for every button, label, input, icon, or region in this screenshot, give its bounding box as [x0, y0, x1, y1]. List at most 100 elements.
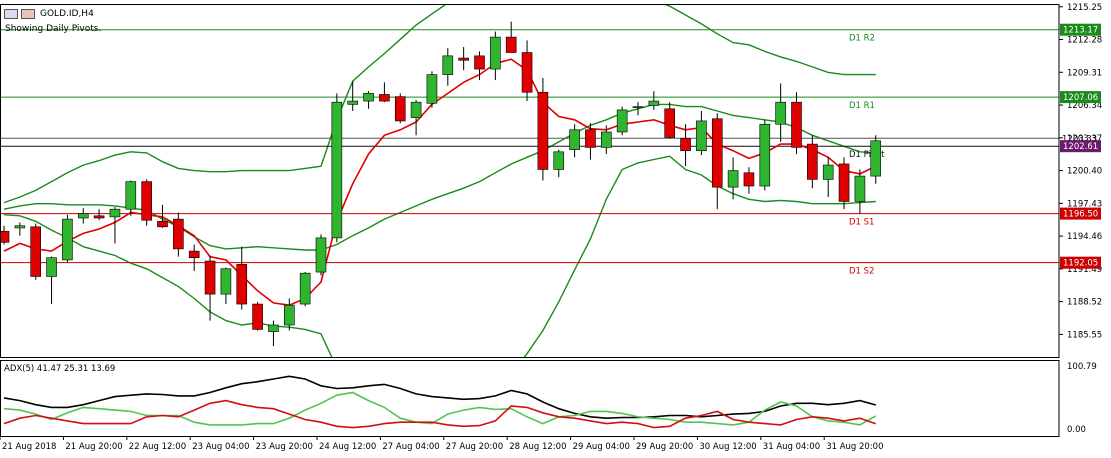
bull-candle [109, 208, 121, 218]
bear-candle [838, 163, 850, 202]
bull-candle [347, 100, 359, 105]
price-tick-label: 1197.43 [1067, 199, 1102, 209]
time-tick-label: 24 Aug 12:00 [319, 442, 376, 452]
d1-r1-value-label: 1207.06 [1063, 93, 1098, 103]
bull-candle [46, 257, 57, 277]
bear-candle [505, 36, 517, 53]
bull-candle [268, 324, 279, 332]
bull-candle [616, 109, 628, 133]
time-tick-label: 29 Aug 20:00 [636, 442, 693, 452]
time-tick-label: 31 Aug 20:00 [826, 442, 883, 452]
indicator-frame [0, 360, 1060, 437]
bear-candle [680, 138, 691, 152]
price-tick-label: 1191.49 [1067, 265, 1102, 275]
bull-candle [14, 225, 26, 229]
price-tick-label: 1215.25 [1067, 3, 1102, 13]
bear-candle [0, 230, 10, 243]
time-tick-label: 22 Aug 12:00 [129, 442, 186, 452]
time-tick-label: 27 Aug 20:00 [446, 442, 503, 452]
bull-candle [775, 101, 786, 125]
price-tick-label: 1203.37 [1067, 134, 1102, 144]
bear-candle [458, 57, 469, 61]
candles [0, 21, 882, 346]
d1-r1-label: D1 R1 [849, 101, 875, 111]
bar-mode-icon[interactable] [21, 9, 35, 19]
d1-pivot-label: D1 Pivot [849, 150, 885, 160]
bull-candle [870, 140, 882, 177]
d1-r2-value-box [1060, 23, 1101, 36]
bull-candle [125, 181, 137, 210]
bear-candle [30, 226, 42, 277]
adx-min-label: 0.00 [1067, 425, 1086, 435]
d1-s2-value-box [1060, 256, 1101, 269]
time-tick-label: 23 Aug 04:00 [192, 442, 249, 452]
bear-candle [394, 96, 406, 122]
main-panel-frame [0, 4, 1060, 437]
d1-r1-value-box [1060, 91, 1101, 104]
bear-candle [157, 221, 168, 228]
price-tick-label: 1206.34 [1067, 101, 1102, 111]
bull-candle [62, 218, 73, 261]
bull-candle [315, 237, 327, 273]
price-tick-label: 1200.40 [1067, 167, 1102, 177]
price-axis: ADX(5) 41.47 25.31 13.691215.251212.2812… [4, 3, 1102, 435]
bull-candle [410, 101, 422, 118]
bull-candle [220, 268, 232, 295]
time-tick-label: 31 Aug 04:00 [763, 442, 820, 452]
d1-s2-label: D1 S2 [849, 267, 874, 277]
bear-candle [204, 260, 216, 295]
time-tick-label: 28 Aug 12:00 [509, 442, 566, 452]
price-tick-label: 1212.28 [1067, 36, 1102, 46]
price-tick-label: 1209.31 [1067, 68, 1102, 78]
bull-candle [632, 106, 644, 108]
bear-candle [236, 264, 248, 305]
bull-candle [569, 129, 580, 150]
adx-panel [3, 375, 877, 429]
bull-candle [77, 213, 89, 219]
bull-candle [363, 93, 374, 102]
time-tick-label: 23 Aug 20:00 [256, 442, 313, 452]
adx-max-label: 100.79 [1067, 362, 1097, 372]
chart-type-icon[interactable] [4, 9, 18, 19]
bull-candle [727, 170, 739, 188]
d1-s1-value-box [1060, 207, 1101, 220]
bull-candle [442, 55, 454, 75]
symbol-label: GOLD.ID,H4 [40, 9, 94, 19]
time-axis: 21 Aug 2018 21 Aug 20:00 22 Aug 12:00 23 Au… [0, 436, 884, 452]
adx-adx-line [3, 375, 877, 420]
pivot-lines: D1 R2 D1 R1 D1 Pivot D1 S1 D1 S2 [0, 29, 1059, 277]
bear-candle [379, 94, 390, 102]
d1-pivot-value-box [1060, 140, 1101, 153]
bull-candle [600, 131, 612, 148]
bear-candle [474, 55, 485, 70]
bollinger-upper-line [3, 4, 876, 204]
bull-candle [696, 120, 707, 152]
d1-r2-label: D1 R2 [849, 34, 875, 44]
bull-candle [331, 101, 343, 239]
bull-candle [759, 123, 771, 187]
bear-candle [585, 129, 596, 148]
bear-candle [521, 52, 533, 93]
time-tick-label: 27 Aug 04:00 [382, 442, 439, 452]
bull-candle [854, 175, 866, 202]
bear-candle [711, 118, 723, 188]
main-frame [0, 4, 1060, 358]
bull-candle [822, 164, 834, 180]
bear-candle [173, 218, 184, 250]
bear-candle [807, 143, 818, 180]
time-tick-label: 29 Aug 04:00 [573, 442, 630, 452]
price-tick-label: 1188.52 [1067, 298, 1102, 308]
bear-candle [141, 181, 152, 221]
price-tick-label: 1194.46 [1067, 232, 1102, 242]
time-tick-label: 21 Aug 2018 [2, 442, 56, 452]
d1-s1-label: D1 S1 [849, 218, 874, 228]
pivot-note: Showing Daily Pivots. [5, 24, 102, 34]
d1-r2-value-label: 1213.17 [1063, 26, 1098, 36]
bear-candle [537, 91, 549, 170]
bear-candle [743, 172, 755, 187]
d1-pivot-value-label: 1202.61 [1063, 142, 1098, 152]
bull-candle [490, 36, 501, 70]
adx-minus-di-line [3, 399, 877, 429]
bull-candle [283, 304, 295, 326]
